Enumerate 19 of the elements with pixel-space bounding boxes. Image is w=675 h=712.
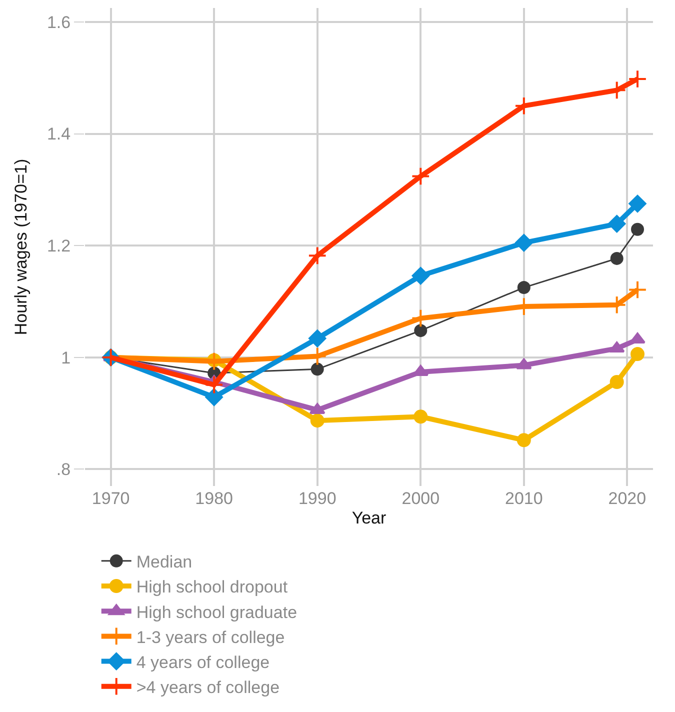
y-tick-label: 1	[61, 348, 71, 368]
legend-label: Median	[136, 552, 192, 572]
x-tick-label: 1990	[298, 489, 336, 508]
x-axis-title: Year	[352, 508, 387, 528]
y-tick-label: 1.6	[46, 12, 71, 32]
legend-label: High school dropout	[136, 578, 288, 597]
x-tick-label: 2010	[504, 489, 543, 508]
y-tick-label: 1.4	[46, 124, 71, 144]
x-tick-label: 1970	[92, 489, 130, 508]
legend-label: 1-3 years of college	[136, 628, 285, 647]
legend-label: 4 years of college	[136, 652, 270, 672]
x-tick-label: 2000	[402, 489, 440, 508]
legend-label: >4 years of college	[136, 678, 280, 698]
x-tick-label: 1980	[195, 489, 234, 508]
y-tick-label: 1.2	[46, 236, 71, 256]
legend-label: High school graduate	[136, 602, 298, 622]
y-tick-label: .8	[56, 460, 71, 480]
x-tick-label: 2020	[608, 489, 646, 508]
y-axis-title: Hourly wages (1970=1)	[12, 158, 31, 336]
